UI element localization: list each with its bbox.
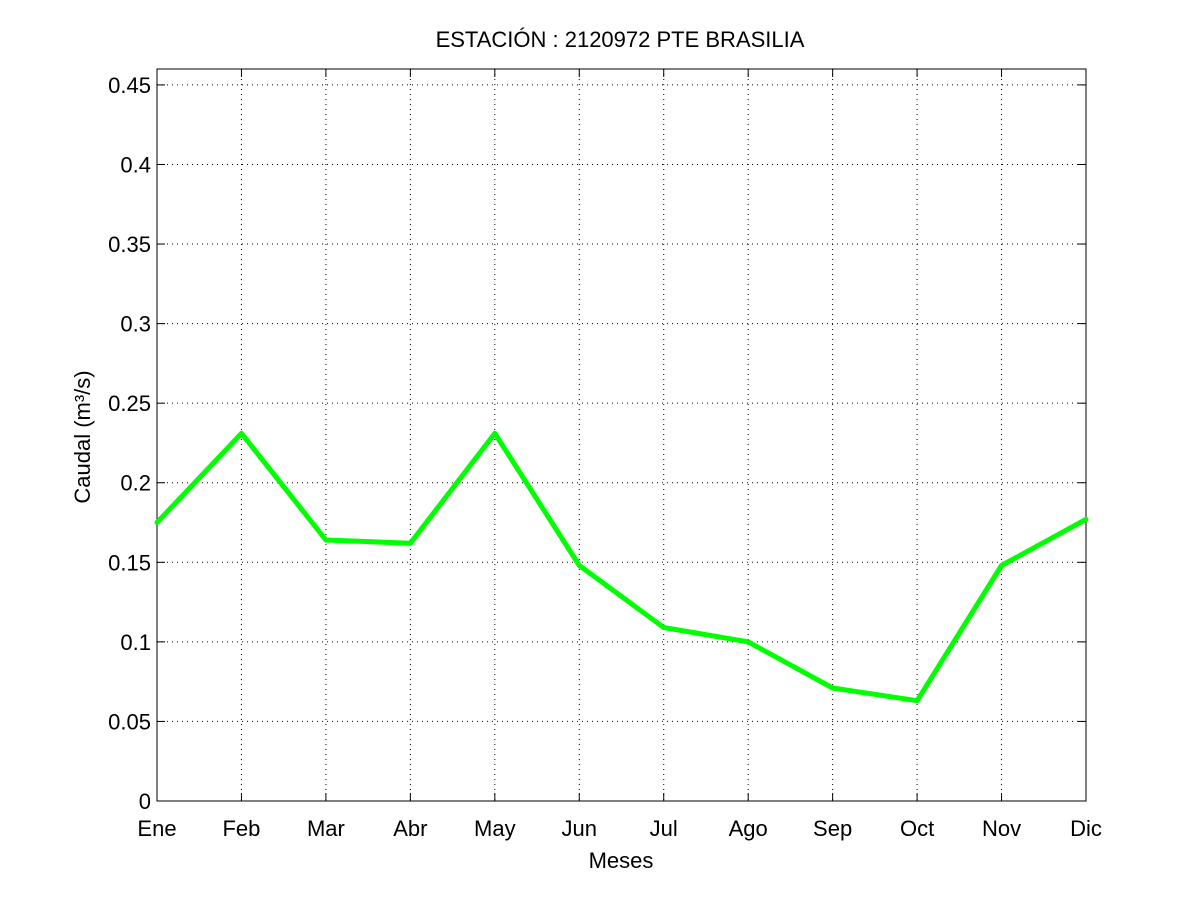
data-point-nov [999,562,1005,568]
series-line [155,430,1088,704]
x-tick-label: Sep [813,816,852,841]
y-tick-label: 0.4 [120,152,151,177]
data-point-abr [407,540,413,546]
y-tick-label: 0.35 [108,232,151,257]
y-tick-label: 0.3 [120,312,151,337]
x-tick-label: Jul [650,816,678,841]
chart-title: ESTACIÓN : 2120972 PTE BRASILIA [436,27,805,52]
data-point-jun [576,562,582,568]
x-tick-label: Mar [307,816,345,841]
y-tick-label: 0.1 [120,630,151,655]
x-tick-label: May [474,816,516,841]
x-tick-label: Ene [137,816,176,841]
x-axis-title: Meses [589,848,654,873]
x-tick-label: Dic [1070,816,1102,841]
data-point-jul [661,625,667,631]
axes-frame [156,68,1087,802]
data-point-feb [238,430,244,436]
x-tick-label: Nov [982,816,1021,841]
x-tick-label: Feb [222,816,260,841]
x-tick-label: Ago [729,816,768,841]
data-point-mar [323,537,329,543]
series-layer [154,430,1089,704]
data-point-ago [745,639,751,645]
x-tick-labels: Ene Feb Mar Abr May Jun Jul Ago Sep Oct Nov Dic [137,816,1101,841]
data-point-sep [830,685,836,691]
data-point-ene [154,520,160,526]
y-tick-label: 0.15 [108,550,151,575]
y-tick-label: 0.2 [120,471,151,496]
x-tick-label: Jun [562,816,597,841]
data-point-may [492,430,498,436]
y-tick-label: 0.25 [108,391,151,416]
y-tick-label: 0 [139,789,151,814]
x-tick-label: Abr [393,816,427,841]
y-tick-label: 0.45 [108,73,151,98]
data-point-oct [914,698,920,704]
y-axis-title: Caudal (m³/s) [70,370,95,503]
data-point-dic [1083,516,1089,522]
y-tick-label: 0.05 [108,709,151,734]
y-tick-labels: 0 0.05 0.1 0.15 0.2 0.25 0.3 0.35 0.4 0.45 [108,73,151,814]
x-tick-label: Oct [900,816,934,841]
